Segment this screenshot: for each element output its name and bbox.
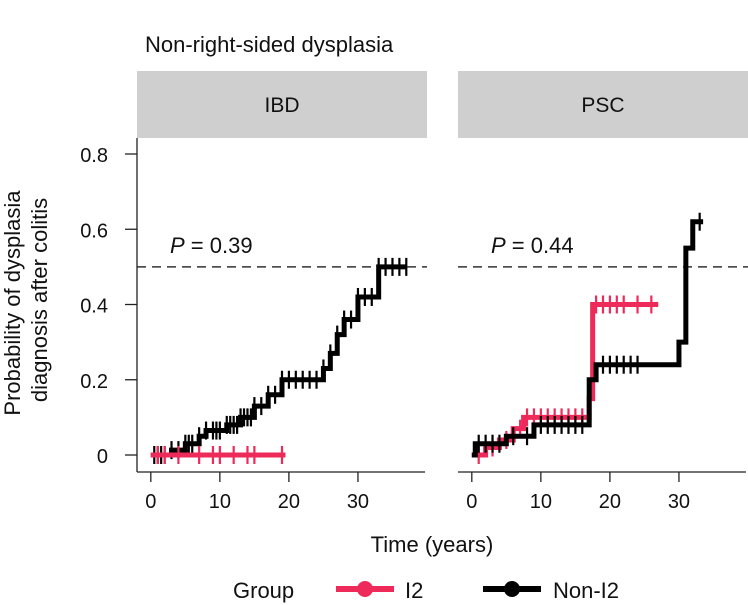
p-value-symbol: P [491,233,506,258]
y-axis-label-line-1: Probability of dysplasia [0,190,25,416]
legend-label-non-i2: Non-I2 [553,578,619,603]
x-axis-label: Time (years) [371,532,494,557]
legend-entry-i2: I2 [336,578,423,603]
p-value-symbol: P [170,233,185,258]
series-line-non-i2 [150,264,407,458]
series-line-non-i2 [471,219,704,458]
legend-entry-non-i2: Non-I2 [483,578,619,603]
panel-label-psc: PSC [581,94,624,117]
x-tick-label: 20 [278,491,300,513]
panel-strip-ibd [137,71,427,138]
series-line-i2 [471,302,659,458]
y-tick-label: 0.4 [80,296,108,318]
x-tick-label: 0 [466,491,477,513]
y-axis-label-line-2: diagnosis after colitis [27,198,52,402]
p-value-psc: P = 0.44 [491,233,574,258]
y-axis-label: Probability of dysplasia diagnosis after… [0,184,52,415]
x-tick-label: 30 [347,491,369,513]
y-tick-label: 0.2 [80,371,108,393]
panel-label-ibd: IBD [264,94,299,117]
x-tick-label: 10 [530,491,552,513]
legend-swatch-dot-i2 [357,581,373,597]
panel-strip-psc [458,71,748,138]
legend-swatch-dot-non-i2 [504,581,520,597]
x-tick-label: 30 [668,491,690,513]
x-axes: 0 10 20 30 0 10 20 30 [137,471,746,513]
x-tick-label: 0 [145,491,156,513]
chart-title: Non-right-sided dysplasia [145,32,394,57]
p-value-ibd: P = 0.39 [170,233,253,258]
panel-plot-ibd [137,257,427,464]
legend-label-i2: I2 [405,578,423,603]
p-value-text: = 0.44 [506,233,574,258]
p-value-text: = 0.39 [185,233,253,258]
y-tick-label: 0.6 [80,220,108,242]
x-tick-label: 10 [209,491,231,513]
y-tick-label: 0.8 [80,145,108,167]
y-axis: 0 0.2 0.4 0.6 0.8 [80,138,138,472]
legend-title: Group [233,578,294,603]
panel-plot-psc [458,212,748,464]
x-tick-label: 20 [599,491,621,513]
legend: Group I2 Non-I2 [233,578,619,603]
y-tick-label: 0 [97,446,108,468]
